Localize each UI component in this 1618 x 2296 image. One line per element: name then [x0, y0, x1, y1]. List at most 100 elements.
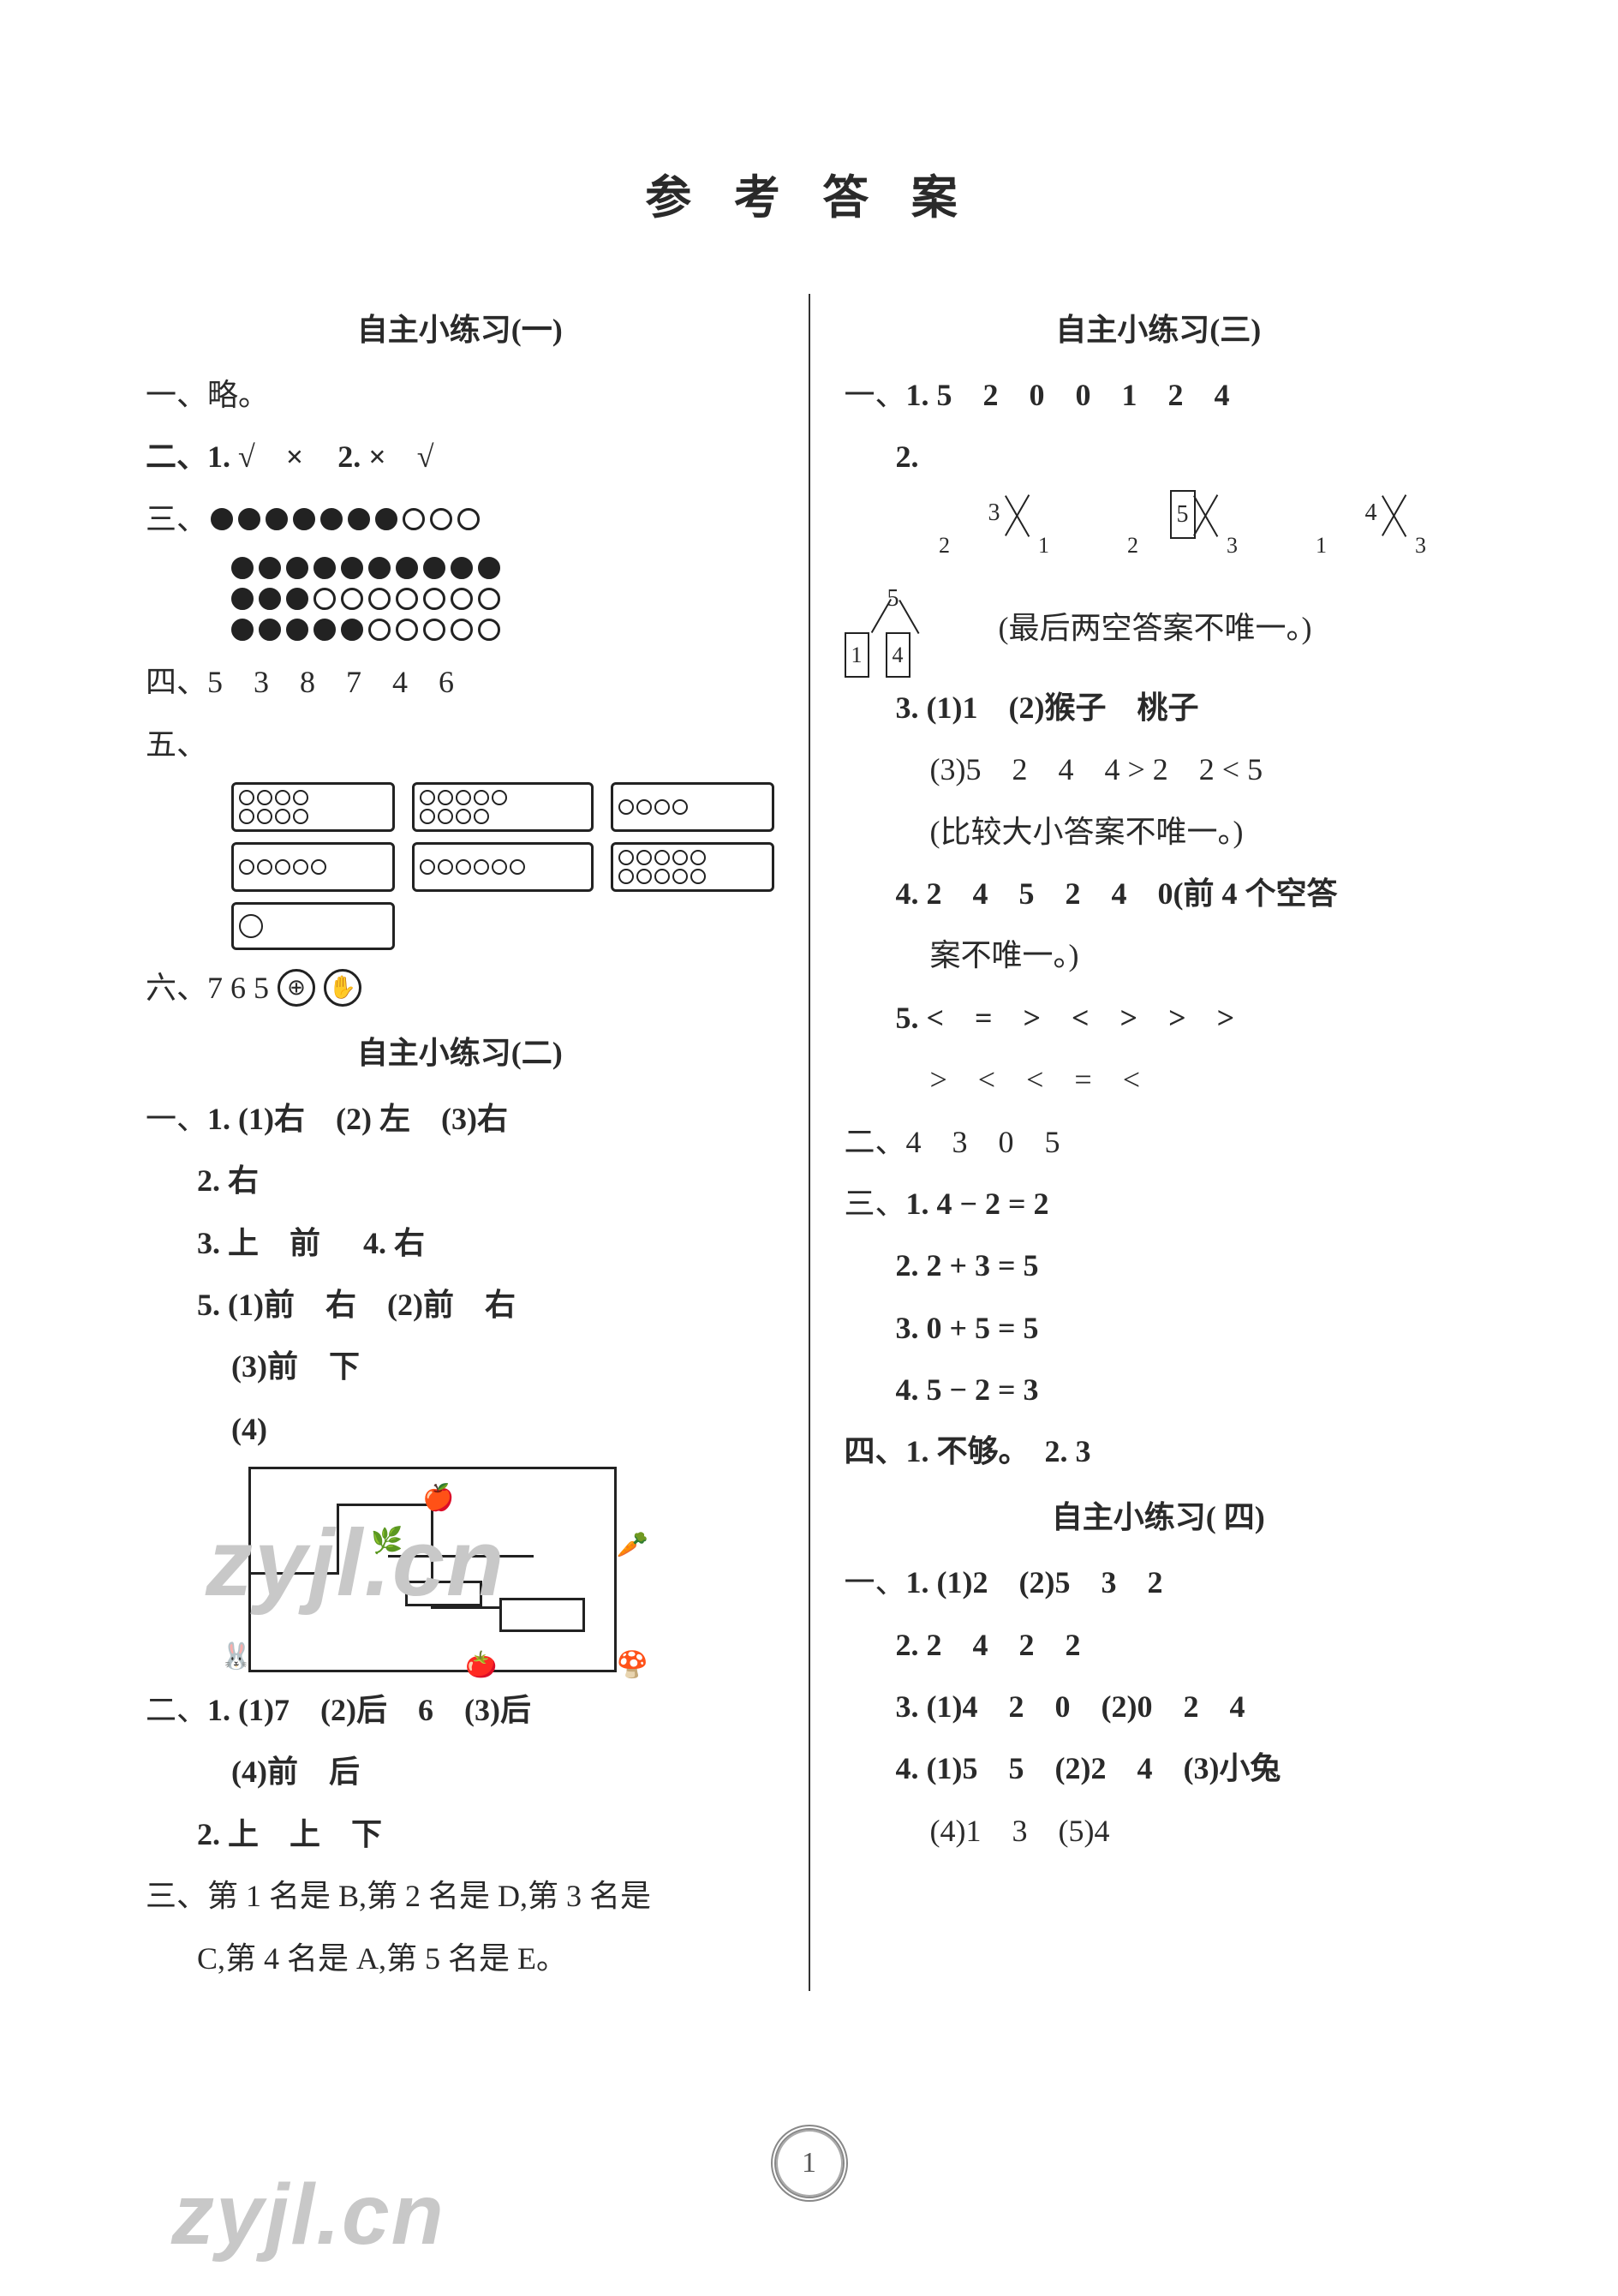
- s3-q1-3c: (比较大小答案不唯一。): [845, 803, 1473, 861]
- bead-icon: [293, 790, 308, 805]
- s2-q1-1: 一、 1. (1)右 (2) 左 (3)右: [146, 1090, 774, 1148]
- s2-q2-2: 2. 上 上 下: [146, 1805, 774, 1863]
- watermark-2: zyjl.cn: [171, 2133, 445, 2296]
- two-column-layout: 自主小练习(一) 一、略。 二、 1. √ × 2. × √ 三、 四、5 3 …: [146, 294, 1472, 1991]
- s4-q1-4: 4. (1)5 5 (2)2 4 (3)小兔: [845, 1739, 1473, 1797]
- maze-mush-icon: 🍄: [617, 1641, 648, 1689]
- dot-filled-icon: [478, 557, 500, 579]
- bead-icon: [492, 859, 507, 875]
- abacus-frame: [231, 842, 395, 892]
- s3-q3-1-row: 三、 1. 4 − 2 = 2: [845, 1175, 1473, 1233]
- dot-filled-icon: [286, 588, 308, 610]
- s1-q2-label: 二、: [146, 428, 207, 486]
- bead-icon: [257, 809, 272, 824]
- dot-filled-icon: [259, 557, 281, 579]
- tree-left: 1: [1311, 524, 1332, 566]
- dot-filled-icon: [396, 557, 418, 579]
- tree-top: 5: [1170, 490, 1196, 539]
- s3-q1-2-tree4: 5 1 4: [845, 576, 999, 670]
- badminton-icon: ✋: [324, 969, 361, 1007]
- dot-empty-icon: [313, 588, 336, 610]
- bead-icon: [239, 790, 254, 805]
- number-bond-tree: 413: [1307, 490, 1436, 567]
- abacus-frame: [231, 782, 395, 832]
- left-column: 自主小练习(一) 一、略。 二、 1. √ × 2. × √ 三、 四、5 3 …: [146, 294, 774, 1991]
- s3-q4: 四、1. 不够。 2. 3: [845, 1422, 1473, 1480]
- set2-heading: 自主小练习(二): [146, 1024, 774, 1082]
- s4-q1-1-row: 一、 1. (1)2 (2)5 3 2: [845, 1553, 1473, 1611]
- tree-right: 3: [1222, 524, 1243, 566]
- dot-filled-icon: [266, 508, 288, 530]
- dot-filled-icon: [320, 508, 343, 530]
- bead-icon: [275, 809, 290, 824]
- dot-filled-icon: [341, 619, 363, 641]
- dot-empty-icon: [396, 588, 418, 610]
- dot-empty-icon: [423, 588, 445, 610]
- s3-q1-label: 一、: [845, 366, 906, 424]
- dots-row: [231, 588, 774, 610]
- maze-rabbit-icon: 🐰: [220, 1632, 252, 1681]
- s4-q1-1: 1. (1)2 (2)5 3 2: [906, 1553, 1163, 1611]
- dot-empty-icon: [478, 588, 500, 610]
- number-bond-tree: 523: [1119, 490, 1247, 567]
- s2-q1-2: 2. 右: [146, 1151, 774, 1210]
- set1-heading: 自主小练习(一): [146, 301, 774, 359]
- dot-filled-icon: [313, 557, 336, 579]
- s2-q3a: 第 1 名是 B,第 2 名是 D,第 3 名是: [207, 1867, 651, 1925]
- s4-q1-2: 2. 2 4 2 2: [845, 1616, 1473, 1674]
- s1-q6-label: 六、7 6 5: [146, 959, 269, 1017]
- s1-q5-label-row: 五、: [146, 715, 774, 774]
- dot-filled-icon: [451, 557, 473, 579]
- s2-q2-label: 二、: [146, 1681, 207, 1739]
- bead-icon: [474, 809, 489, 824]
- set3-heading: 自主小练习(三): [845, 301, 1473, 359]
- tree4-top: 5: [887, 576, 899, 621]
- bead-icon: [618, 850, 634, 865]
- s1-q2: 二、 1. √ × 2. × √: [146, 428, 774, 486]
- s4-q1-label: 一、: [845, 1553, 906, 1611]
- bead-icon: [474, 790, 489, 805]
- s3-q3-label: 三、: [845, 1175, 906, 1233]
- abacus-frame: [412, 842, 594, 892]
- maze-plant-icon: 🌿: [371, 1516, 403, 1565]
- bead-icon: [654, 850, 670, 865]
- bead-icon: [636, 850, 652, 865]
- dot-filled-icon: [368, 557, 391, 579]
- s2-q3a-row: 三、 第 1 名是 B,第 2 名是 D,第 3 名是: [146, 1867, 774, 1925]
- s3-q1-2-note: (最后两空答案不唯一。): [999, 599, 1312, 657]
- bead-icon: [672, 850, 688, 865]
- dot-empty-icon: [423, 619, 445, 641]
- bead-icon: [492, 790, 507, 805]
- bead-icon: [456, 809, 471, 824]
- page-title: 参 考 答 案: [146, 154, 1472, 242]
- abacus-frame: [412, 782, 594, 832]
- s2-q1-label: 一、: [146, 1090, 207, 1148]
- dot-filled-icon: [375, 508, 397, 530]
- s3-q1-2-label: 2.: [845, 428, 1473, 486]
- dot-filled-icon: [259, 588, 281, 610]
- s3-q1-1: 一、 1. 5 2 0 0 1 2 4: [845, 366, 1473, 424]
- s3-q3-4: 4. 5 − 2 = 3: [845, 1360, 1473, 1419]
- s1-q2-1: 1. √ ×: [207, 428, 303, 486]
- bead-icon: [654, 799, 670, 815]
- s1-q3-dots: [146, 557, 774, 641]
- s1-q3-label-row: 三、: [146, 490, 774, 548]
- dot-filled-icon: [293, 508, 315, 530]
- dot-empty-icon: [430, 508, 452, 530]
- s3-q2: 二、4 3 0 5: [845, 1113, 1473, 1171]
- s3-q3-1: 1. 4 − 2 = 2: [906, 1175, 1049, 1233]
- dot-empty-icon: [451, 588, 473, 610]
- s3-q3-3: 3. 0 + 5 = 5: [845, 1299, 1473, 1357]
- maze-apple-icon: 🍎: [422, 1474, 454, 1522]
- s3-q1-1-text: 1. 5 2 0 0 1 2 4: [906, 366, 1230, 424]
- s1-q5-abacus-grid: [146, 782, 774, 950]
- dots-row: [231, 557, 774, 579]
- number-bond-tree: 321: [930, 490, 1059, 567]
- s4-q1-3: 3. (1)4 2 0 (2)0 2 4: [845, 1677, 1473, 1736]
- bead-icon: [257, 790, 272, 805]
- dot-filled-icon: [231, 619, 254, 641]
- s3-q1-4b: 案不唯一。): [845, 926, 1473, 984]
- dots-row: [231, 619, 774, 641]
- maze-diagram: 🐰 🍎 🍅 🥕 🍄 🌿: [248, 1467, 617, 1672]
- s3-q1-5b: > < < = <: [845, 1050, 1473, 1109]
